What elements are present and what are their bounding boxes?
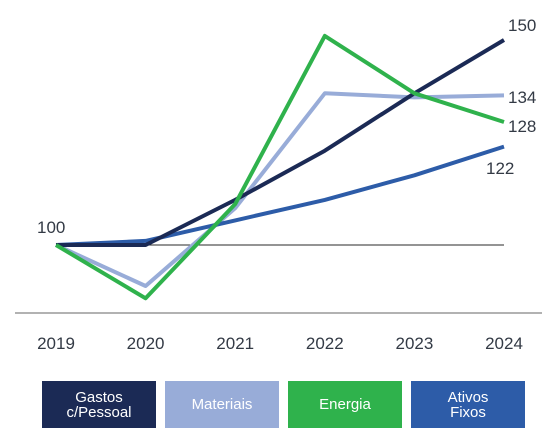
series-line-ativos-fixos xyxy=(55,144,505,247)
x-tick-2023: 2023 xyxy=(395,334,433,353)
legend-ativos-fixos[interactable]: Ativos Fixos xyxy=(411,381,525,428)
x-tick-2021: 2021 xyxy=(216,334,254,353)
series-line-gastos-pessoal xyxy=(56,38,506,247)
base-value-label: 100 xyxy=(37,218,65,237)
end-label-gastos: 150 xyxy=(508,16,536,35)
x-tick-labels: 2019 2020 2021 2022 2023 2024 xyxy=(37,334,523,353)
legend-energia[interactable]: Energia xyxy=(288,381,402,428)
line-chart: 2019 2020 2021 2022 2023 2024 100 150 134 128… xyxy=(15,16,542,353)
x-tick-2022: 2022 xyxy=(306,334,344,353)
legend-materiais[interactable]: Materiais xyxy=(165,381,279,428)
legend-gastos-pessoal[interactable]: Gastos c/Pessoal xyxy=(42,381,156,428)
legend: Gastos c/Pessoal Materiais Energia Ativo… xyxy=(42,381,525,428)
x-tick-2020: 2020 xyxy=(127,334,165,353)
end-label-ativos: 122 xyxy=(486,159,514,178)
x-tick-2019: 2019 xyxy=(37,334,75,353)
end-label-energia: 128 xyxy=(508,117,536,136)
x-tick-2024: 2024 xyxy=(485,334,523,353)
end-label-materiais: 134 xyxy=(508,88,536,107)
series-line-energia xyxy=(54,33,505,301)
series-layer xyxy=(54,33,506,301)
